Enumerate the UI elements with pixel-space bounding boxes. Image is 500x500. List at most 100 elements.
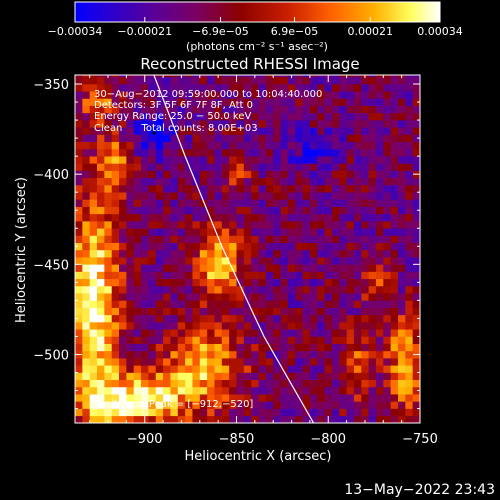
heatmap-cell (353, 264, 362, 272)
heatmap-cell (383, 358, 391, 366)
heatmap-cell (221, 163, 230, 171)
heatmap-cell (353, 199, 362, 207)
heatmap-cell (104, 134, 112, 143)
heatmap-cell (199, 394, 208, 402)
heatmap-cell (390, 105, 399, 114)
heatmap-cell (163, 343, 171, 352)
heatmap-cell (185, 329, 193, 337)
heatmap-cell (397, 322, 406, 330)
heatmap-cell (243, 394, 252, 402)
heatmap-cell (199, 91, 208, 99)
heatmap-cell (287, 120, 296, 128)
heatmap-cell (295, 91, 303, 99)
heatmap-cell (199, 192, 208, 200)
heatmap-cell (331, 105, 340, 114)
heatmap-cell (243, 184, 252, 193)
heatmap-cell (148, 213, 157, 222)
heatmap-cell (170, 386, 179, 395)
heatmap-cell (390, 76, 399, 85)
heatmap-cell (309, 163, 318, 171)
heatmap-cell (258, 271, 267, 280)
heatmap-cell (82, 307, 90, 316)
heatmap-cell (75, 163, 83, 171)
heatmap-cell (214, 365, 223, 373)
heatmap-cell (295, 358, 303, 366)
heatmap-cell (309, 141, 318, 150)
heatmap-cell (192, 322, 201, 330)
heatmap-cell (75, 221, 83, 229)
heatmap-cell (192, 314, 201, 323)
heatmap-cell (82, 242, 90, 251)
heatmap-cell (207, 127, 215, 135)
heatmap-cell (111, 120, 120, 128)
heatmap-cell (111, 350, 120, 359)
heatmap-cell (229, 199, 237, 207)
heatmap-cell (214, 329, 223, 337)
heatmap-cell (192, 350, 201, 359)
heatmap-cell (317, 84, 325, 92)
heatmap-cell (119, 170, 127, 179)
heatmap-cell (155, 184, 164, 193)
heatmap-cell (229, 228, 237, 236)
y-tick-label: −500 (33, 348, 69, 363)
heatmap-cell (317, 386, 325, 395)
heatmap-cell (207, 401, 215, 409)
y-tick-label: −400 (33, 168, 69, 183)
heatmap-cell (141, 213, 149, 222)
heatmap-cell (265, 235, 274, 243)
heatmap-cell (229, 264, 237, 272)
heatmap-cell (251, 177, 259, 186)
heatmap-cell (317, 408, 325, 417)
heatmap-cell (405, 350, 413, 359)
heatmap-cell (295, 156, 303, 164)
heatmap-cell (82, 206, 90, 215)
heatmap-cell (361, 415, 369, 423)
heatmap-cell (346, 285, 355, 294)
heatmap-cell (346, 84, 355, 92)
heatmap-cell (177, 156, 186, 164)
heatmap-cell (75, 199, 83, 207)
heatmap-cell (221, 350, 230, 359)
heatmap-cell (302, 372, 311, 381)
heatmap-cell (390, 257, 399, 265)
heatmap-cell (170, 170, 179, 179)
heatmap-cell (251, 401, 259, 409)
heatmap-cell (383, 249, 391, 258)
heatmap-cell (177, 379, 186, 388)
heatmap-cell (221, 343, 230, 352)
heatmap-cell (368, 314, 377, 323)
heatmap-cell (126, 228, 135, 236)
heatmap-cell (412, 271, 420, 280)
heatmap-cell (397, 394, 406, 402)
heatmap-cell (353, 278, 362, 287)
heatmap-cell (170, 221, 179, 229)
heatmap-cell (192, 372, 201, 381)
heatmap-cell (339, 293, 347, 301)
heatmap-cell (251, 293, 259, 301)
heatmap-cell (397, 156, 406, 164)
colorbar-tick-label: −0.00021 (117, 25, 172, 38)
heatmap-cell (309, 264, 318, 272)
heatmap-cell (397, 350, 406, 359)
heatmap-cell (339, 408, 347, 417)
heatmap-cell (309, 285, 318, 294)
heatmap-cell (207, 322, 215, 330)
heatmap-cell (82, 350, 90, 359)
heatmap-cell (405, 300, 413, 308)
heatmap-cell (82, 141, 90, 150)
heatmap-cell (207, 379, 215, 388)
heatmap-cell (192, 221, 201, 229)
heatmap-cell (75, 285, 83, 294)
heatmap-cell (405, 408, 413, 417)
heatmap-cell (317, 358, 325, 366)
heatmap-cell (207, 307, 215, 316)
heatmap-cell (148, 249, 157, 258)
heatmap-cell (199, 156, 208, 164)
heatmap-cell (309, 84, 318, 92)
heatmap-cell (82, 358, 90, 366)
heatmap-cell (383, 213, 391, 222)
heatmap-cell (287, 76, 296, 85)
heatmap-cell (119, 415, 127, 423)
heatmap-cell (251, 379, 259, 388)
heatmap-cell (302, 343, 311, 352)
